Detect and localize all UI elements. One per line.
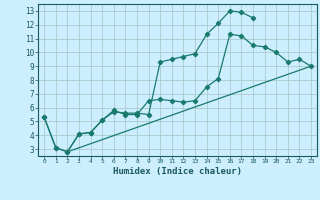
X-axis label: Humidex (Indice chaleur): Humidex (Indice chaleur) [113, 167, 242, 176]
